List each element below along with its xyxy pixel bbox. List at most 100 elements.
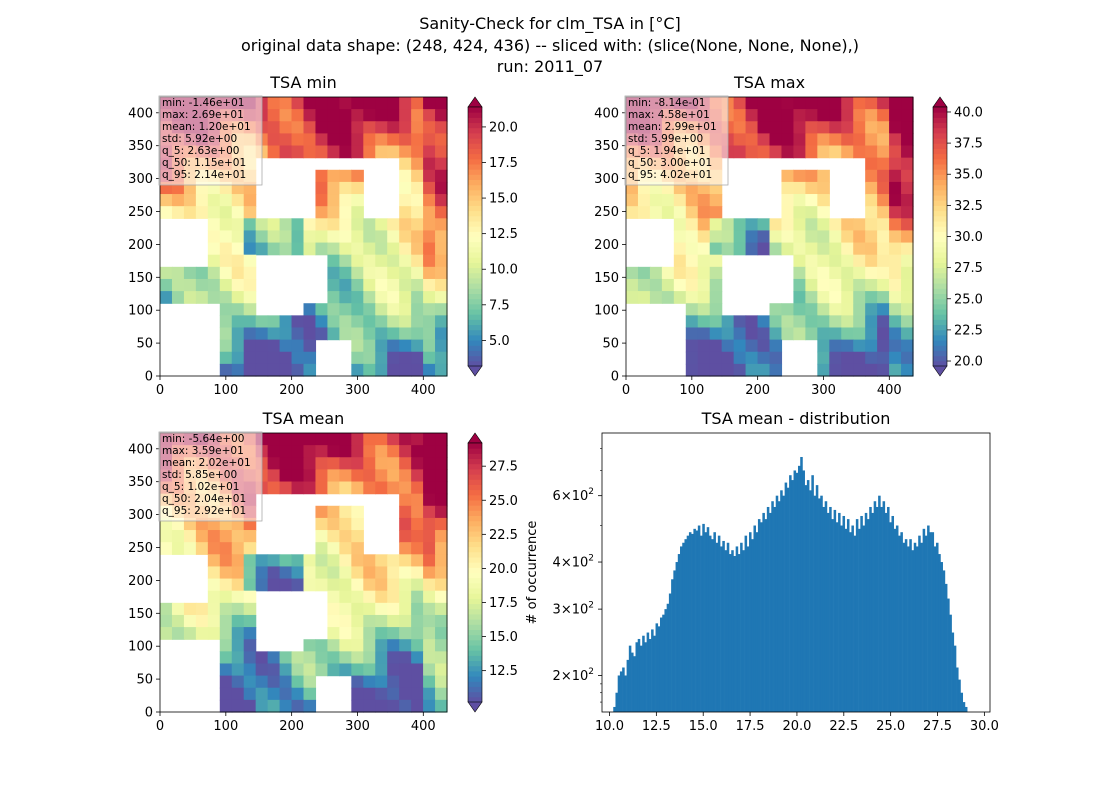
heatmap-cell	[399, 339, 412, 353]
heatmap-cell	[399, 230, 412, 244]
heatmap-cell	[363, 315, 376, 329]
histogram-bar	[891, 515, 895, 712]
heatmap-cell	[231, 351, 245, 365]
heatmap-cell	[327, 590, 340, 604]
heatmap-cell	[339, 530, 352, 543]
heatmap-cell	[805, 230, 818, 244]
heatmap-cell	[183, 627, 197, 640]
histogram-bar	[742, 550, 745, 712]
heatmap-cell	[243, 194, 257, 207]
heatmap-cell	[423, 627, 436, 640]
heatmap-cell	[769, 218, 783, 232]
heatmap-cell	[375, 663, 388, 677]
stats-line: mean: 1.20e+01	[162, 121, 251, 133]
heatmap-cell	[387, 109, 400, 122]
stats-box-frame	[624, 95, 729, 186]
histogram-bar	[927, 525, 930, 712]
colorbar-step	[933, 267, 947, 274]
heatmap-cell	[853, 339, 866, 353]
histogram-bar	[655, 623, 659, 712]
heatmap-cell	[183, 602, 197, 616]
colorbar-step	[468, 505, 482, 511]
heatmap-cell	[279, 327, 293, 341]
colorbar-tick-label: 32.5	[954, 199, 983, 214]
heatmap-cell	[243, 602, 257, 616]
heatmap-cell	[817, 133, 830, 147]
heatmap-cell	[387, 266, 400, 280]
heatmap-cell	[411, 351, 424, 365]
heatmap-cell	[637, 266, 651, 280]
histogram-bar	[684, 539, 687, 712]
histogram-bar	[775, 495, 779, 712]
heatmap-cell	[243, 327, 257, 341]
colorbar-step	[468, 127, 482, 134]
heatmap-cell	[853, 121, 866, 134]
heatmap-cell	[327, 327, 340, 341]
colorbar: 12.515.017.520.022.525.027.5	[467, 432, 518, 713]
heatmap-cell	[889, 242, 902, 256]
heatmap-cell	[387, 230, 400, 244]
stats-line: q_5: 1.94e+01	[628, 145, 705, 157]
heatmap-cell	[243, 315, 257, 329]
heatmap-cell	[387, 433, 400, 446]
heatmap-cell	[363, 133, 376, 147]
heatmap-cell	[255, 351, 269, 365]
heatmap-cell	[291, 145, 305, 159]
heatmap-cell	[291, 687, 305, 701]
heatmap-cell	[901, 145, 914, 159]
heatmap-cell	[697, 206, 711, 219]
colorbar-step	[468, 598, 482, 605]
heatmap-cell	[841, 303, 854, 316]
heatmap-cell	[841, 278, 854, 292]
heatmap-cell	[805, 181, 818, 195]
colorbar-step	[468, 577, 482, 584]
heatmap-cell	[363, 303, 376, 316]
heatmap-cell	[351, 169, 364, 183]
heatmap-cell	[363, 363, 376, 377]
heatmap-cell	[423, 687, 436, 701]
heatmap-cell	[399, 278, 412, 292]
y-tick-label: 350	[128, 139, 153, 154]
colorbar-step	[468, 629, 482, 636]
heatmap-cell	[853, 266, 866, 280]
colorbar-tick-label: 5.0	[489, 334, 510, 349]
heatmap-cell	[351, 363, 364, 377]
histogram-bar	[731, 550, 734, 712]
heatmap-cell	[411, 363, 424, 377]
heatmap-cell	[207, 266, 221, 280]
heatmap-cell	[685, 230, 699, 244]
histogram-bar	[884, 512, 888, 712]
heatmap-cell	[351, 315, 364, 329]
heatmap-cell	[769, 145, 783, 159]
colorbar-step	[933, 163, 947, 170]
heatmap-cell	[315, 97, 329, 110]
heatmap-cell	[219, 218, 233, 232]
heatmap-cell	[291, 97, 305, 110]
heatmap-cell	[375, 254, 388, 268]
heatmap-cell	[661, 266, 675, 280]
histogram-bar	[728, 554, 732, 712]
heatmap-cell	[805, 327, 818, 341]
colorbar-step	[933, 241, 947, 248]
heatmap-cell	[411, 530, 424, 543]
heatmap-cell	[387, 291, 400, 304]
heatmap-cell	[709, 339, 723, 353]
heatmap-cell	[853, 303, 866, 316]
heatmap-cell	[769, 133, 783, 147]
heatmap-cell	[865, 303, 878, 316]
stats-line: mean: 2.99e+01	[628, 121, 717, 133]
histogram-bar	[733, 556, 736, 712]
histogram-bar	[797, 465, 801, 712]
stats-line: q_50: 2.04e+01	[162, 493, 246, 505]
colorbar-step	[468, 257, 482, 263]
heatmap-cell	[423, 590, 436, 604]
heatmap-cell	[805, 315, 818, 329]
colorbar-step	[933, 262, 947, 269]
heatmap-cell	[351, 639, 364, 652]
heatmap-cell	[303, 303, 317, 316]
heatmap-cell	[219, 663, 233, 677]
heatmap-cell	[901, 315, 914, 329]
heatmap-cell	[435, 242, 448, 256]
histogram-bar	[878, 495, 881, 712]
heatmap-cell	[793, 109, 806, 122]
